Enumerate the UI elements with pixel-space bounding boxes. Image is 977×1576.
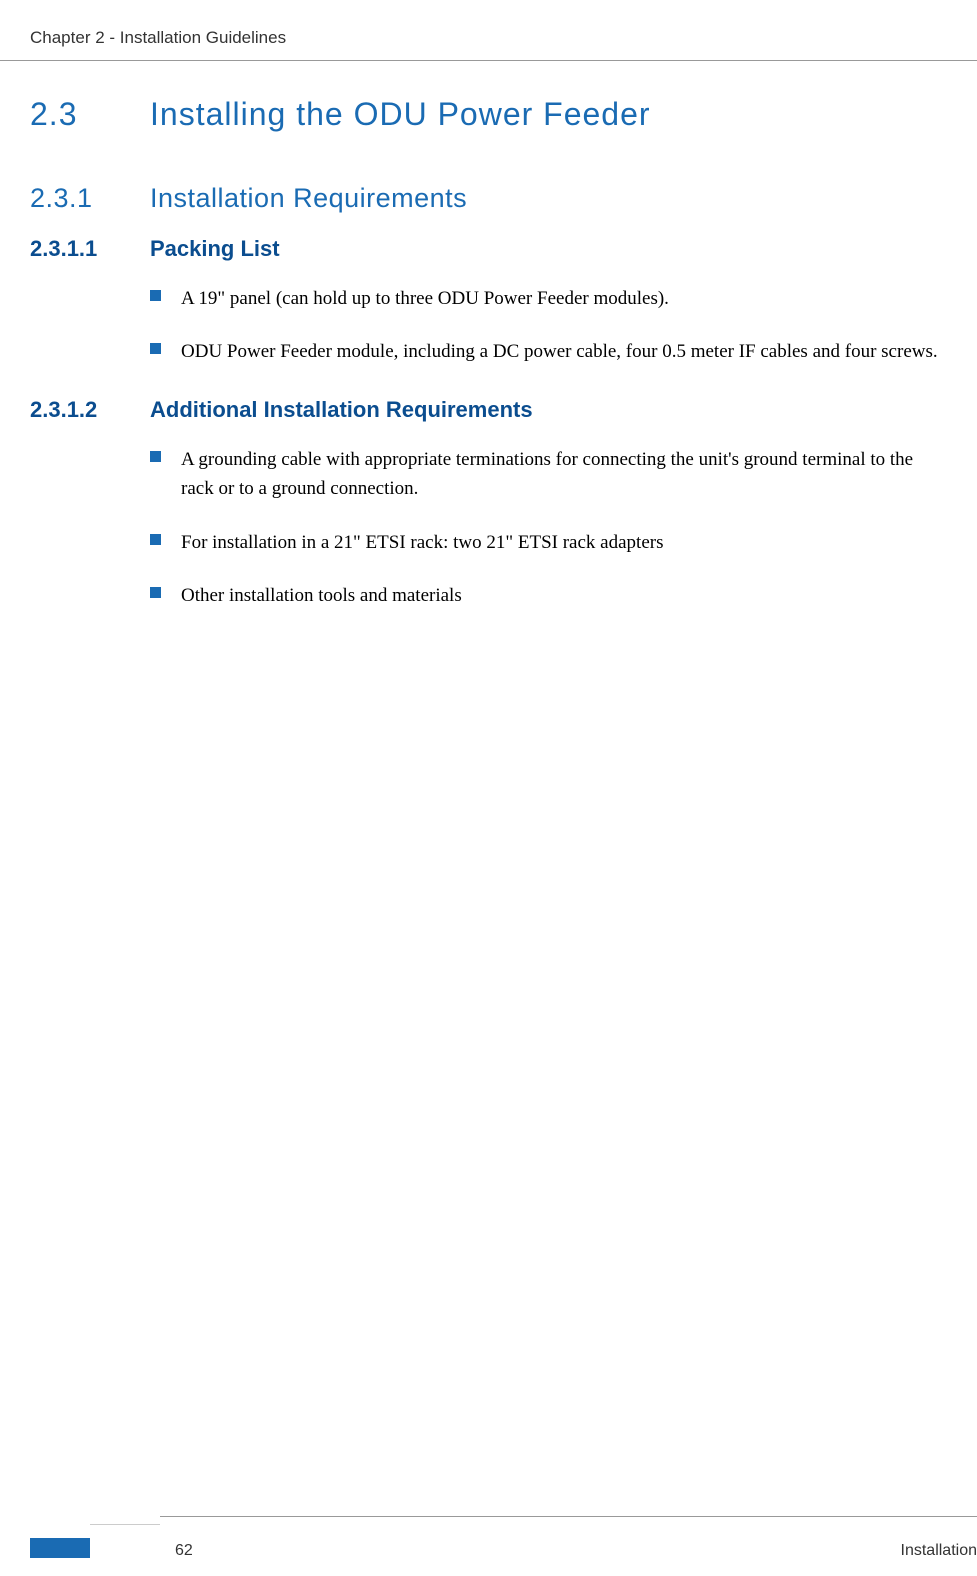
footer-inset-block <box>90 1524 160 1558</box>
bullet-text: ODU Power Feeder module, including a DC … <box>181 337 938 366</box>
section-heading-2-3-1-1: 2.3.1.1 Packing List <box>30 236 947 262</box>
content-area: 2.3 Installing the ODU Power Feeder 2.3.… <box>0 96 977 611</box>
bullet-text: Other installation tools and materials <box>181 581 462 610</box>
bullet-text: A grounding cable with appropriate termi… <box>181 445 941 504</box>
section-heading-2-3: 2.3 Installing the ODU Power Feeder <box>30 96 947 133</box>
square-bullet-icon <box>150 451 161 462</box>
section-heading-2-3-1-2: 2.3.1.2 Additional Installation Requirem… <box>30 397 947 423</box>
section-title: Additional Installation Requirements <box>150 397 533 423</box>
list-item: ODU Power Feeder module, including a DC … <box>150 337 947 366</box>
page-header: Chapter 2 - Installation Guidelines <box>0 0 977 61</box>
section-number: 2.3.1.1 <box>30 236 150 262</box>
bullet-text: For installation in a 21" ETSI rack: two… <box>181 528 663 557</box>
section-number: 2.3 <box>30 96 150 133</box>
section-heading-2-3-1: 2.3.1 Installation Requirements <box>30 183 947 214</box>
additional-requirements-bullets: A grounding cable with appropriate termi… <box>150 445 947 611</box>
section-title: Packing List <box>150 236 280 262</box>
bullet-text: A 19" panel (can hold up to three ODU Po… <box>181 284 669 313</box>
page-footer: 62 Installation <box>0 1516 977 1576</box>
section-number: 2.3.1.2 <box>30 397 150 423</box>
square-bullet-icon <box>150 343 161 354</box>
footer-accent-block <box>30 1538 90 1558</box>
section-number: 2.3.1 <box>30 183 150 214</box>
footer-rule <box>160 1516 977 1517</box>
section-title: Installation Requirements <box>150 183 467 214</box>
section-title: Installing the ODU Power Feeder <box>150 96 651 133</box>
list-item: A grounding cable with appropriate termi… <box>150 445 947 504</box>
square-bullet-icon <box>150 290 161 301</box>
chapter-label: Chapter 2 - Installation Guidelines <box>30 28 947 48</box>
page-number: 62 <box>175 1542 193 1560</box>
footer-section-label: Installation <box>901 1542 977 1560</box>
list-item: Other installation tools and materials <box>150 581 947 610</box>
packing-list-bullets: A 19" panel (can hold up to three ODU Po… <box>150 284 947 367</box>
square-bullet-icon <box>150 534 161 545</box>
list-item: For installation in a 21" ETSI rack: two… <box>150 528 947 557</box>
list-item: A 19" panel (can hold up to three ODU Po… <box>150 284 947 313</box>
square-bullet-icon <box>150 587 161 598</box>
